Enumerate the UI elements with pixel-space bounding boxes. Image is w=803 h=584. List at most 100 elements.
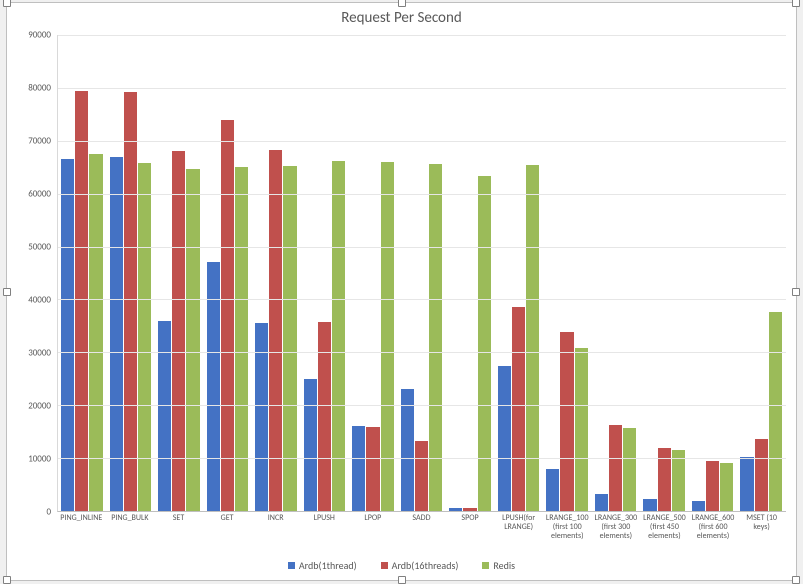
bar[interactable] — [304, 379, 317, 511]
bar[interactable] — [158, 321, 171, 511]
y-tick-label: 0 — [46, 507, 51, 518]
bar[interactable] — [692, 501, 705, 511]
bar[interactable] — [401, 389, 414, 511]
x-tick-label: SPOP — [446, 512, 495, 544]
gridline — [58, 35, 786, 36]
resize-handle-top-right[interactable] — [792, 0, 800, 7]
y-tick-label: 80000 — [28, 83, 51, 94]
x-tick-label: MSET (10 keys) — [737, 512, 786, 544]
bar-groups — [58, 35, 786, 511]
bar[interactable] — [463, 508, 476, 511]
x-axis-categories: PING_INLINEPING_BULKSETGETINCRLPUSHLPOPS… — [57, 512, 786, 544]
legend-swatch — [381, 562, 388, 569]
bar-group — [107, 35, 156, 511]
x-tick-label: INCR — [251, 512, 300, 544]
legend-item[interactable]: Ardb(1thread) — [288, 559, 357, 572]
x-tick-label: LPOP — [349, 512, 398, 544]
bar[interactable] — [186, 169, 199, 511]
bar[interactable] — [643, 499, 656, 511]
bar-group — [58, 35, 107, 511]
bar[interactable] — [172, 151, 185, 511]
bar[interactable] — [575, 348, 588, 511]
resize-handle-mid-right[interactable] — [792, 288, 800, 296]
bar[interactable] — [740, 457, 753, 511]
bar-group — [689, 35, 738, 511]
resize-handle-mid-left[interactable] — [3, 288, 11, 296]
x-tick-label: SADD — [397, 512, 446, 544]
bar[interactable] — [560, 332, 573, 511]
y-tick-label: 70000 — [28, 136, 51, 147]
bar[interactable] — [124, 92, 137, 511]
bar-group — [543, 35, 592, 511]
bar[interactable] — [720, 463, 733, 511]
legend-item[interactable]: Ardb(16threads) — [381, 559, 459, 572]
y-tick-label: 30000 — [28, 347, 51, 358]
bar[interactable] — [449, 508, 462, 511]
bar-group — [737, 35, 786, 511]
bar[interactable] — [769, 312, 782, 511]
y-tick-label: 40000 — [28, 295, 51, 306]
bar-group — [446, 35, 495, 511]
plot-area[interactable] — [57, 35, 786, 512]
plot-area-wrapper: 0100002000030000400005000060000700008000… — [17, 35, 786, 544]
y-axis: 0100002000030000400005000060000700008000… — [17, 35, 55, 512]
bar-group — [640, 35, 689, 511]
bar[interactable] — [755, 439, 768, 511]
x-tick-label: LPUSH — [300, 512, 349, 544]
x-tick-label: LRANGE_100 (first 100 elements) — [543, 512, 592, 544]
x-tick-label: PING_INLINE — [57, 512, 106, 544]
bar-group — [592, 35, 641, 511]
x-tick-label: LPUSH(for LRANGE) — [494, 512, 543, 544]
bar-group — [155, 35, 204, 511]
resize-handle-top-left[interactable] — [3, 0, 11, 7]
bar[interactable] — [75, 91, 88, 511]
bar[interactable] — [283, 166, 296, 511]
y-tick-label: 20000 — [28, 401, 51, 412]
bar[interactable] — [546, 469, 559, 511]
bar[interactable] — [318, 322, 331, 511]
y-tick-label: 50000 — [28, 242, 51, 253]
chart-selection-frame[interactable]: Request Per Second 010000200003000040000… — [6, 2, 797, 581]
bar-group — [398, 35, 447, 511]
legend-item[interactable]: Redis — [482, 559, 515, 572]
bar[interactable] — [595, 494, 608, 511]
x-tick-label: SET — [154, 512, 203, 544]
x-tick-label: PING_BULK — [106, 512, 155, 544]
legend[interactable]: Ardb(1thread) Ardb(16threads) Redis — [7, 559, 796, 572]
legend-label: Redis — [493, 559, 515, 572]
bar-group — [495, 35, 544, 511]
y-tick-label: 10000 — [28, 454, 51, 465]
gridline — [58, 352, 786, 353]
bar-group — [204, 35, 253, 511]
gridline — [58, 141, 786, 142]
bar[interactable] — [352, 426, 365, 511]
bar[interactable] — [415, 441, 428, 511]
gridline — [58, 458, 786, 459]
bar[interactable] — [609, 425, 622, 511]
bar[interactable] — [498, 366, 511, 511]
x-tick-label: GET — [203, 512, 252, 544]
resize-handle-top-mid[interactable] — [398, 0, 406, 7]
gridline — [58, 405, 786, 406]
bar[interactable] — [366, 427, 379, 511]
x-tick-label: LRANGE_500 (first 450 elements) — [640, 512, 689, 544]
x-tick-label: LRANGE_600 (first 600 elements) — [689, 512, 738, 544]
gridline — [58, 194, 786, 195]
gridline — [58, 299, 786, 300]
bar[interactable] — [706, 461, 719, 511]
legend-swatch — [482, 562, 489, 569]
bar[interactable] — [478, 176, 491, 511]
gridline — [58, 247, 786, 248]
bar-group — [252, 35, 301, 511]
y-tick-label: 90000 — [28, 30, 51, 41]
x-tick-label: LRANGE_300 (first 300 elements) — [592, 512, 641, 544]
gridline — [58, 88, 786, 89]
bar[interactable] — [221, 120, 234, 511]
bar-group — [301, 35, 350, 511]
bar[interactable] — [623, 428, 636, 511]
bar[interactable] — [512, 307, 525, 511]
legend-swatch — [288, 562, 295, 569]
legend-label: Ardb(16threads) — [392, 559, 459, 572]
bar[interactable] — [269, 150, 282, 511]
bar[interactable] — [235, 167, 248, 511]
